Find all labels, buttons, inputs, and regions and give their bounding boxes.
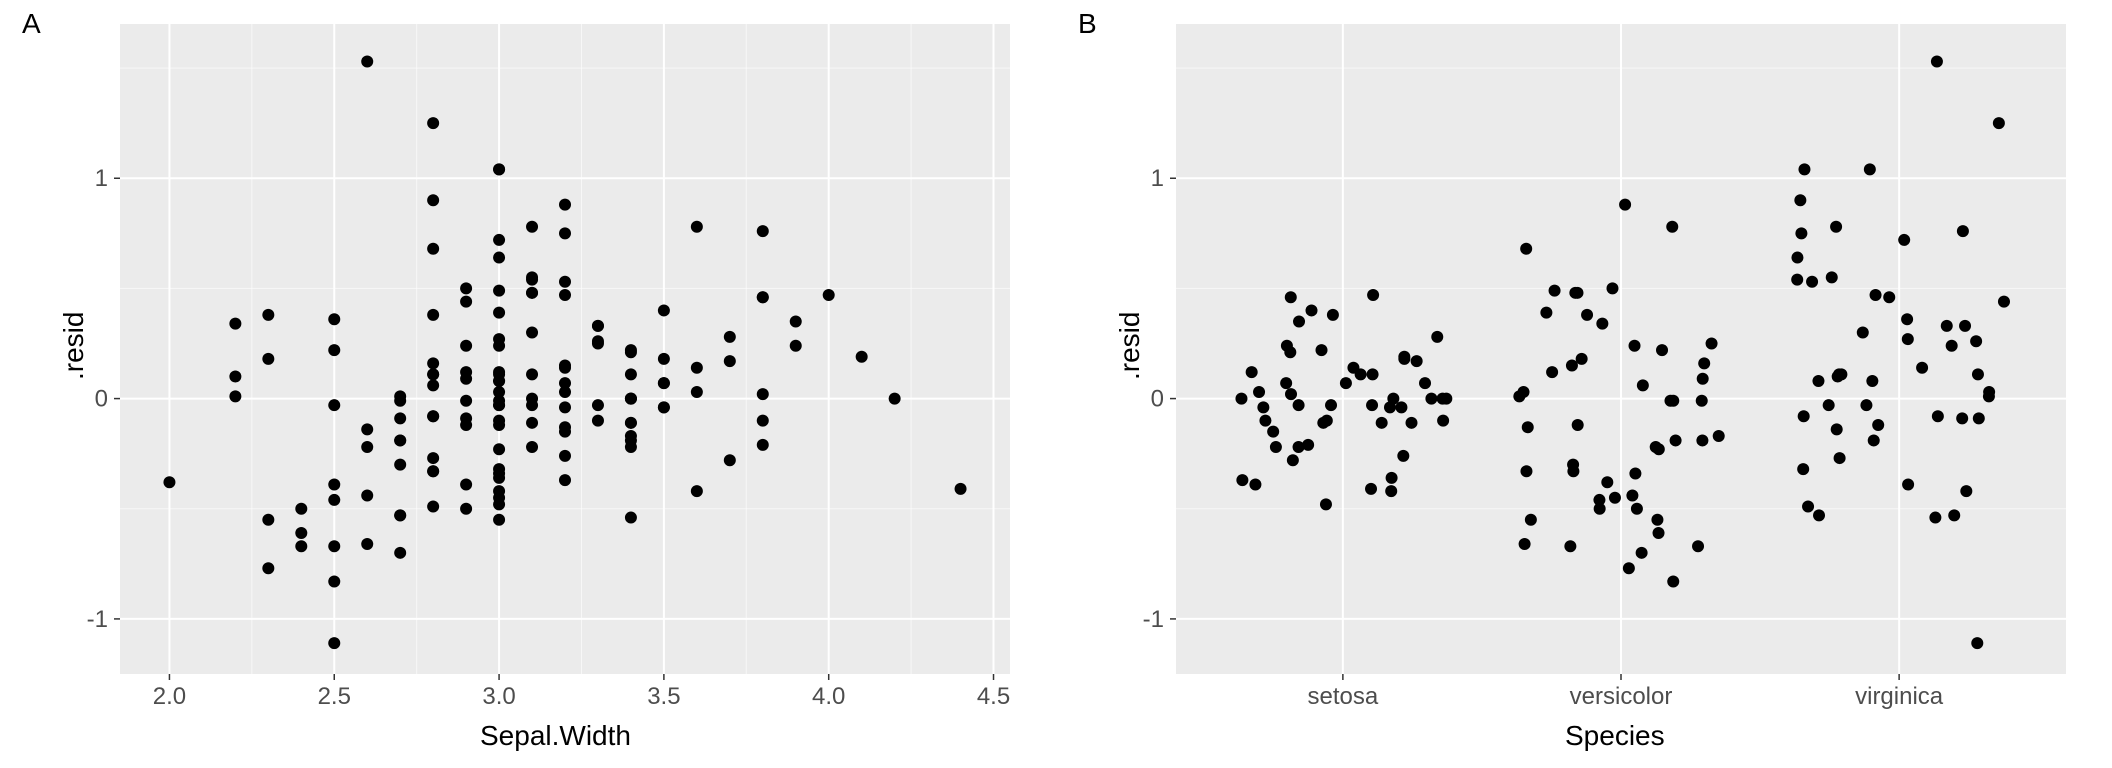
panel-b-plot: setosaversicolorvirginica-101 bbox=[1176, 24, 2066, 674]
panel-a-plot: 2.02.53.03.54.04.5-101 bbox=[120, 24, 1010, 674]
svg-text:versicolor: versicolor bbox=[1570, 683, 1673, 710]
svg-text:4.0: 4.0 bbox=[812, 683, 845, 710]
panel-tag-b: B bbox=[1078, 8, 1097, 40]
panel-a-ylabel: .resid bbox=[58, 312, 90, 380]
svg-text:3.5: 3.5 bbox=[647, 683, 680, 710]
svg-text:-1: -1 bbox=[87, 606, 108, 633]
svg-text:virginica: virginica bbox=[1855, 683, 1944, 710]
svg-text:-1: -1 bbox=[1143, 606, 1164, 633]
svg-text:2.5: 2.5 bbox=[318, 683, 351, 710]
svg-text:0: 0 bbox=[95, 386, 108, 413]
panel-a-xlabel: Sepal.Width bbox=[480, 720, 631, 752]
svg-text:1: 1 bbox=[1151, 165, 1164, 192]
svg-text:4.5: 4.5 bbox=[977, 683, 1010, 710]
svg-text:0: 0 bbox=[1151, 386, 1164, 413]
panel-b-ylabel: .resid bbox=[1114, 312, 1146, 380]
svg-text:2.0: 2.0 bbox=[153, 683, 186, 710]
panel-b-xlabel: Species bbox=[1565, 720, 1665, 752]
svg-text:3.0: 3.0 bbox=[482, 683, 515, 710]
panel-tag-a: A bbox=[22, 8, 41, 40]
svg-text:1: 1 bbox=[95, 165, 108, 192]
svg-text:setosa: setosa bbox=[1308, 683, 1379, 710]
